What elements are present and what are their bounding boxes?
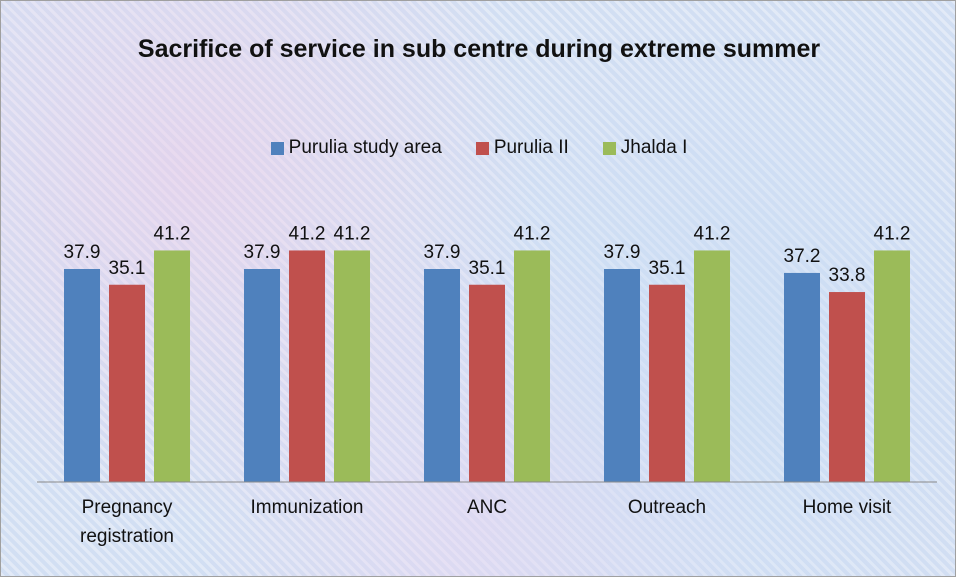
x-tick-label: Outreach [627,497,707,518]
data-label: 41.2 [694,223,731,244]
bar [874,250,910,482]
x-tick-label: Immunization [250,497,364,518]
legend-label: Purulia study area [288,137,442,158]
legend-label: Jhalda I [620,137,688,158]
legend-item: Purulia study area [270,137,442,159]
bar [109,284,145,482]
data-label: 33.8 [829,265,866,286]
legend-item: Purulia II [475,137,569,159]
data-label: 35.1 [109,258,146,279]
data-label: 41.2 [289,223,326,244]
bar [154,250,190,482]
bar [829,292,865,482]
bar [649,284,685,482]
data-label: 37.9 [244,242,281,263]
data-label: 37.9 [604,242,641,263]
data-label: 41.2 [334,223,371,244]
legend: Purulia study area Purulia II Jhalda I [1,137,956,159]
bar [604,269,640,482]
bar [64,269,100,482]
data-label: 41.2 [874,223,911,244]
bar [424,269,460,482]
data-label: 37.2 [784,246,821,267]
bar [694,250,730,482]
data-label: 41.2 [514,223,551,244]
data-label: 37.9 [424,242,461,263]
bar [289,250,325,482]
x-tick-label: Home visit [802,497,892,518]
x-tick-label: Pregnancy registration [80,497,174,547]
chart-title: Sacrifice of service in sub centre durin… [137,35,821,63]
legend-swatch [475,141,489,155]
bar [784,272,820,482]
data-label: 41.2 [154,223,191,244]
bar [244,269,280,482]
legend-item: Jhalda I [602,137,688,159]
data-label: 35.1 [649,258,686,279]
data-label: 37.9 [64,242,101,263]
legend-label: Purulia II [493,137,569,158]
legend-swatch [270,141,284,155]
data-label: 35.1 [469,258,506,279]
bar [334,250,370,482]
x-tick-label: ANC [466,497,508,518]
bar [469,284,505,482]
legend-swatch [602,141,616,155]
bar [514,250,550,482]
